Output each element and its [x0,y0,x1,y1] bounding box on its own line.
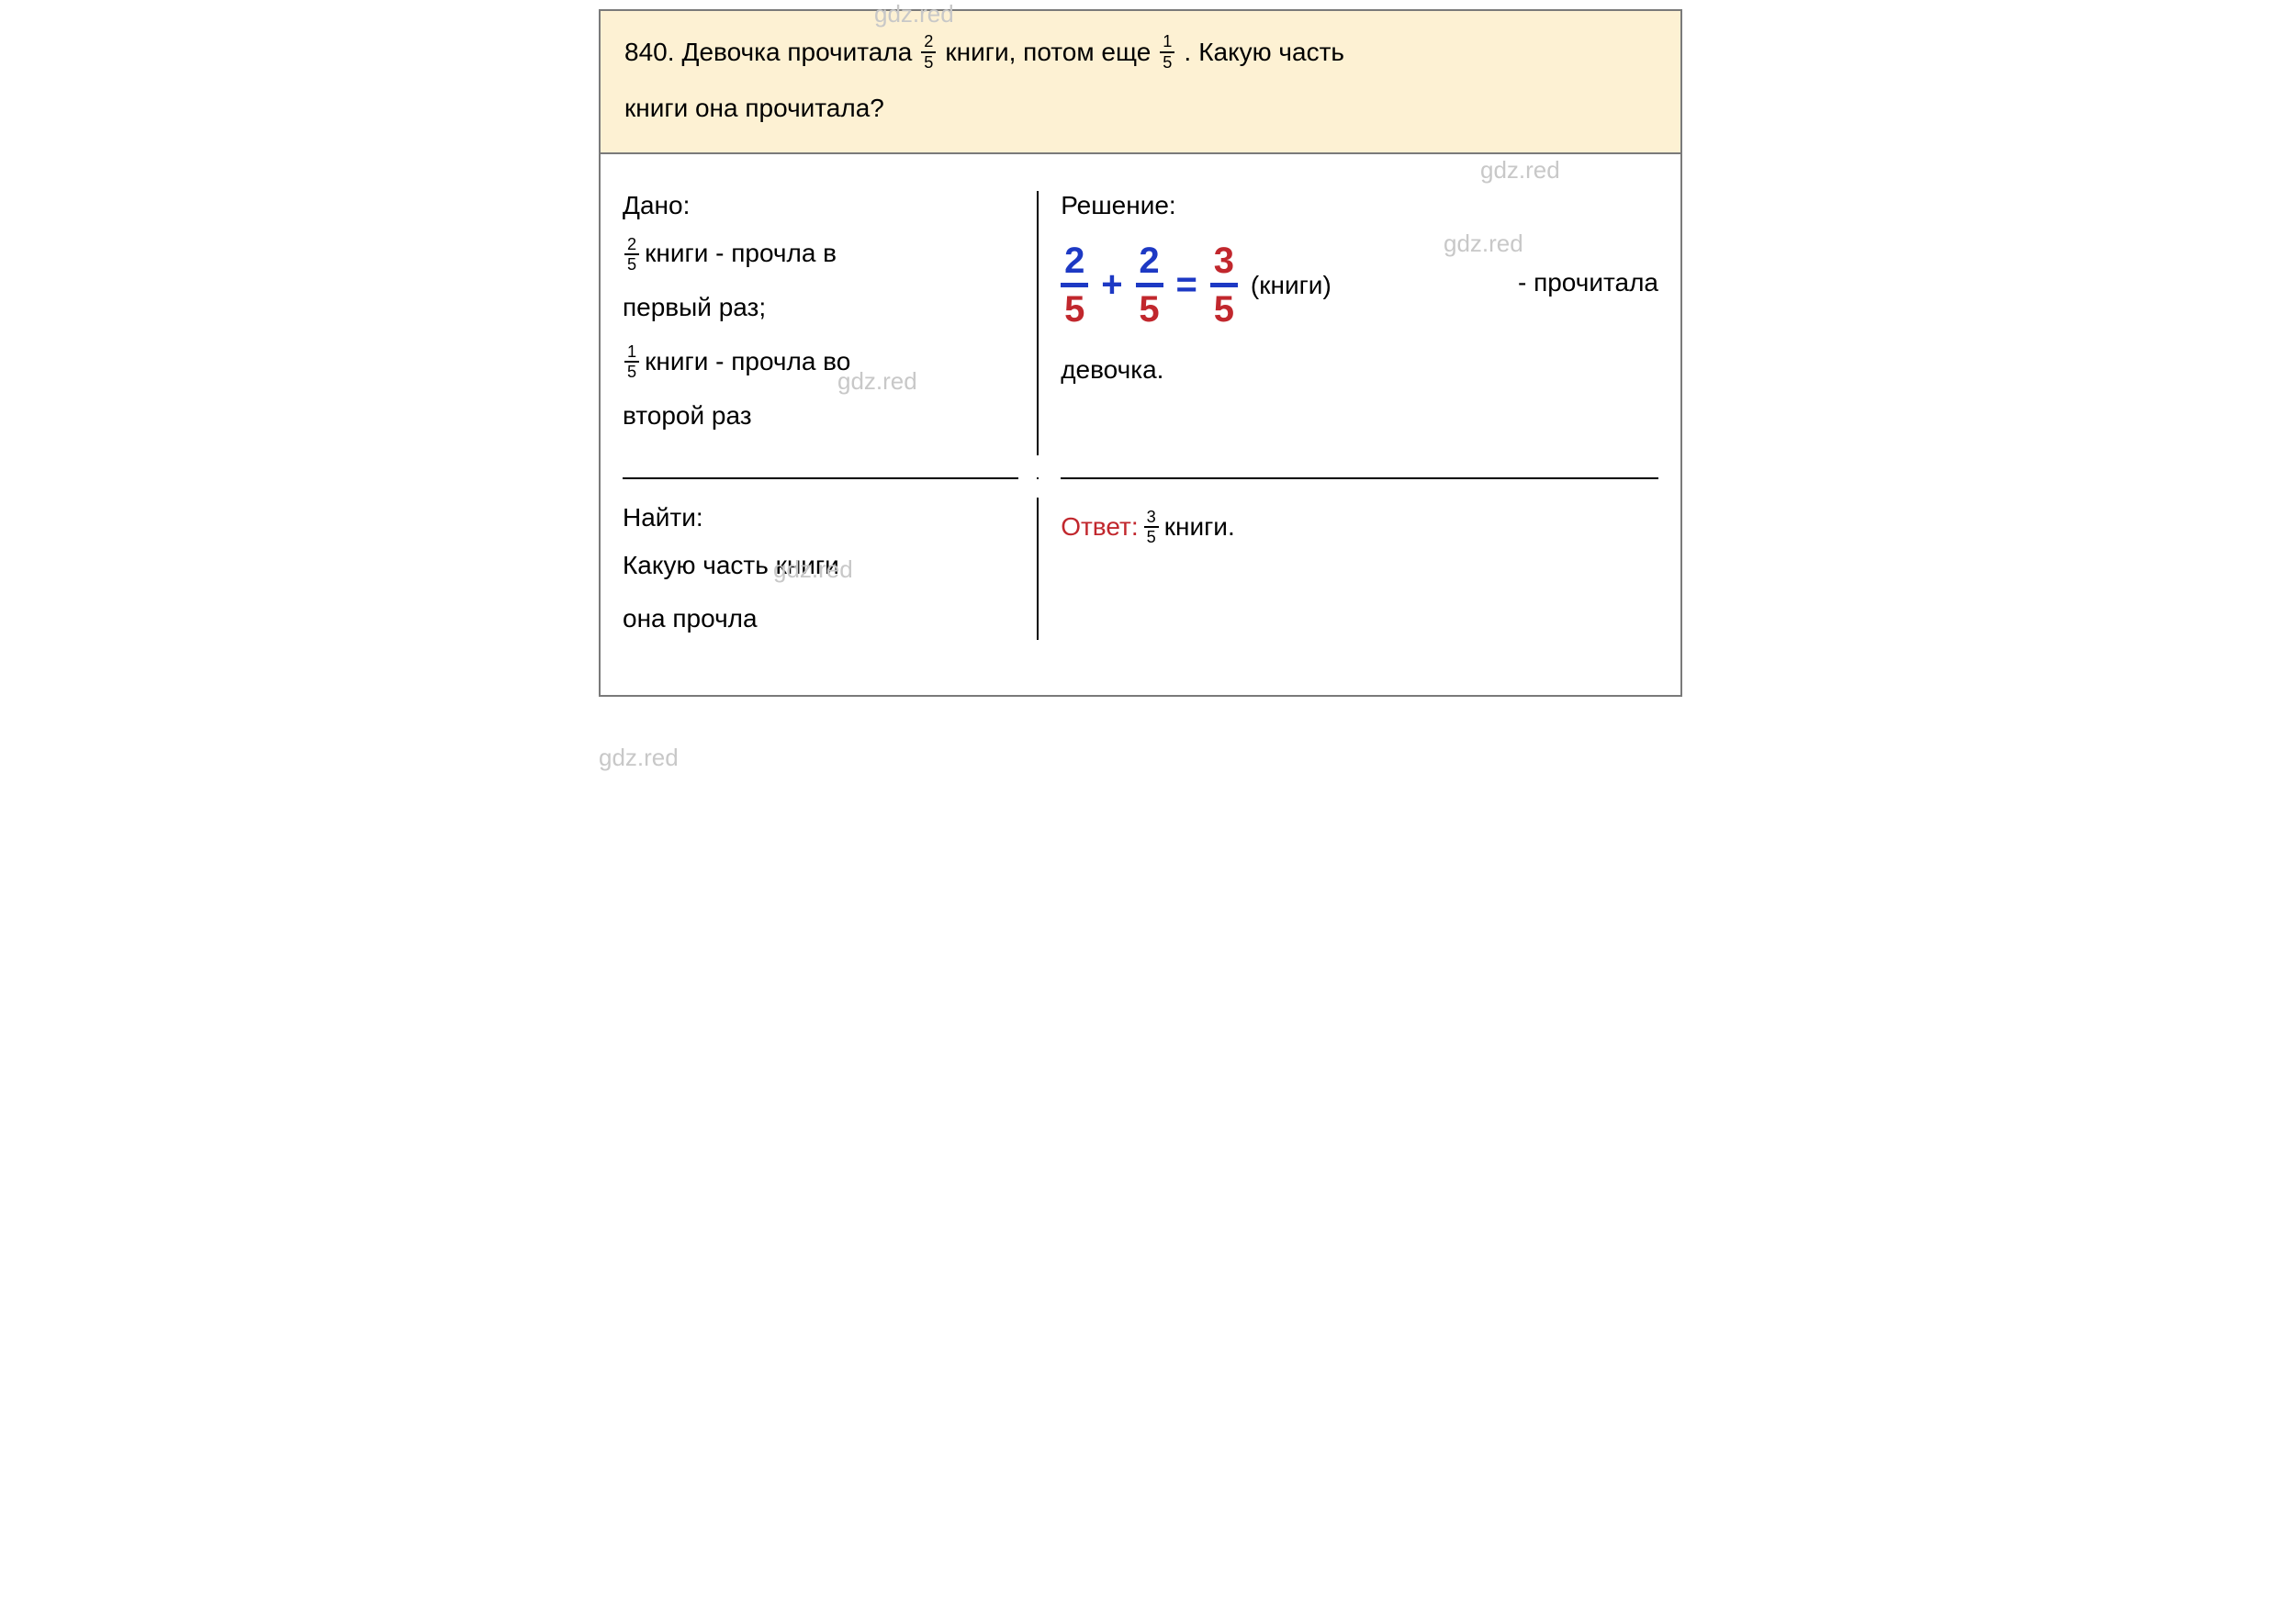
equals-icon: = [1176,264,1197,306]
problem-text: . [1184,28,1191,76]
problem-text: книги, потом еще [945,28,1151,76]
find-text: Какую часть книги [623,545,1018,587]
solution-section: Решение: 2 5 + 2 5 [1037,191,1658,454]
fraction: 2 5 [1061,242,1088,328]
fraction: 1 5 [624,343,639,380]
fraction-numerator: 2 [1139,242,1159,283]
fraction: 3 5 [1210,242,1238,328]
problem-statement: 840. Девочка прочитала 2 5 книги, потом … [601,11,1680,154]
fraction-numerator: 1 [624,343,639,363]
answer-section: Ответ: 3 5 книги. [1037,498,1658,641]
fraction-denominator: 5 [921,53,936,71]
watermark: gdz.red [599,744,679,772]
fraction: 3 5 [1144,509,1159,545]
fraction-numerator: 1 [1160,33,1174,52]
page: gdz.red gdz.red gdz.red gdz.red gdz.red … [590,0,1691,734]
fraction-denominator: 5 [1139,287,1159,328]
given-text: второй раз [623,396,1018,437]
fraction-denominator: 5 [1160,53,1174,71]
problem-number: 840. [624,28,675,76]
given-title: Дано: [623,191,1018,220]
answer-text: книги. [1164,507,1235,548]
problem-text: книги она прочитала? [624,84,1657,132]
given-section: Дано: 2 5 книги - прочла в первый раз; 1… [623,191,1037,454]
fraction: 2 5 [1136,242,1163,328]
fraction: 2 5 [624,236,639,273]
fraction-numerator: 3 [1144,509,1159,528]
fraction: 1 5 [1160,33,1174,70]
given-text: первый раз; [623,287,1018,329]
find-section: Найти: Какую часть книги она прочла [623,498,1037,641]
solution-body: Дано: 2 5 книги - прочла в первый раз; 1… [601,154,1680,695]
solution-text: девочка. [1061,355,1163,385]
fraction-denominator: 5 [1214,287,1234,328]
problem-card: 840. Девочка прочитала 2 5 книги, потом … [599,9,1682,697]
fraction-denominator: 5 [624,255,639,273]
find-title: Найти: [623,503,1018,532]
problem-text: Какую часть [1198,28,1344,76]
given-text: книги - прочла в [645,233,837,274]
fraction-numerator: 2 [921,33,936,52]
fraction-numerator: 3 [1214,242,1234,283]
fraction-denominator: 5 [624,363,639,380]
given-text: книги - прочла во [645,342,850,383]
fraction-numerator: 2 [624,236,639,255]
fraction-denominator: 5 [1064,287,1084,328]
equation-unit: (книги) [1251,271,1332,300]
solution-title: Решение: [1061,191,1658,220]
plus-icon: + [1101,264,1122,306]
answer-label: Ответ: [1061,507,1138,548]
fraction: 2 5 [921,33,936,70]
solution-text: - прочитала [1518,268,1658,297]
equation: 2 5 + 2 5 = 3 [1061,242,1332,328]
fraction-denominator: 5 [1144,528,1159,545]
find-text: она прочла [623,599,1018,640]
problem-text: Девочка прочитала [682,28,913,76]
fraction-numerator: 2 [1064,242,1084,283]
